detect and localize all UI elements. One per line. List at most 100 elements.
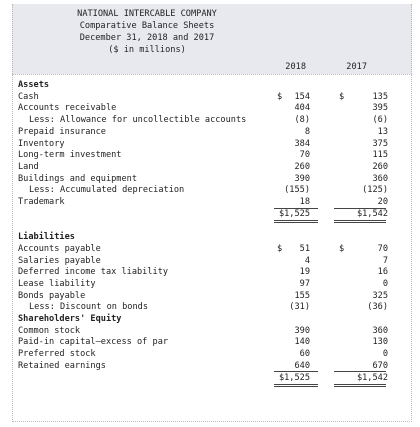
total-rule [334,219,386,221]
table-row: $1,525 $1,542 [12,372,412,384]
row-label: Common stock [18,325,81,336]
table-row: Deferred income tax liability 19 16 [12,266,412,278]
row-label: Salaries payable [18,255,101,266]
value-2017: 395 [372,103,388,114]
column-header-2018: 2018 [285,62,306,72]
table-row: Lease liability 97 0 [12,278,412,290]
row-label: Prepaid insurance [18,126,106,137]
table-row: Accounts payable $51 $70 [12,243,412,255]
row-label: Less: Accumulated depreciation [29,185,185,196]
value-2018: 154 [294,91,310,102]
company-name: NATIONAL INTERCABLE COMPANY [77,9,217,19]
subtotal-rule [274,371,318,373]
value-2017: 375 [372,138,388,149]
table-row: Less: Accumulated depreciation (155) (125) [12,184,412,196]
value-2017: 7 [382,255,388,266]
value-2017: 70 [377,243,388,254]
value-2017: 16 [377,267,388,278]
value-2018: 260 [294,161,310,172]
table-row: Salaries payable 4 7 [12,255,412,267]
total-rule [274,385,318,387]
subtotal-rule [274,207,318,209]
row-label: Cash [18,91,39,102]
value-2017: 0 [382,278,388,289]
table-row: $1,525 $1,542 [12,208,412,220]
currency-symbol-2018: $ [277,243,283,254]
section-heading-row: Shareholders' Equity [12,313,412,325]
table-row: Preferred stock 60 0 [12,348,412,360]
value-2017: (36) [367,302,388,313]
divider [12,74,412,75]
row-label: Long-term investment [18,150,122,161]
total-rule [334,221,386,223]
value-2018: (155) [284,185,310,196]
value-2018: 155 [294,290,310,301]
statement-units: ($ in millions) [108,45,186,55]
value-2017: 130 [372,337,388,348]
header-shade [12,4,412,74]
row-label: Deferred income tax liability [18,267,169,278]
subtotal-rule [334,207,386,209]
value-2018: 19 [299,267,310,278]
table-row: Prepaid insurance 8 13 [12,126,412,138]
value-2017: 135 [372,91,388,102]
row-label: Accounts receivable [18,103,117,114]
table-row: Inventory 384 375 [12,138,412,150]
table-row: Less: Discount on bonds (31) (36) [12,301,412,313]
section-heading: Assets [18,80,50,90]
divider [12,421,412,422]
value-2018: 4 [304,255,310,266]
value-2017: 20 [377,197,388,207]
section-heading-row: Liabilities [12,231,412,243]
total-rule [274,219,318,221]
section-heading: Shareholders' Equity [18,314,122,324]
value-2017: $1,542 [356,208,388,219]
value-2017: (125) [362,185,388,196]
row-label: Retained earnings [18,360,106,371]
table-row: Accounts receivable 404 395 [12,102,412,114]
value-2017: 360 [372,173,388,184]
table-row: Common stock 390 360 [12,325,412,337]
table-row: Land 260 260 [12,161,412,173]
value-2017: 0 [382,349,388,360]
value-2017: 13 [377,126,388,137]
currency-symbol-2017: $ [339,243,345,254]
value-2018: 8 [304,126,310,137]
value-2018: 390 [294,173,310,184]
value-2018: 97 [299,278,310,289]
section-heading-row: Assets [12,79,412,91]
value-2018: 390 [294,325,310,336]
row-label: Accounts payable [18,243,101,254]
row-label: Lease liability [18,278,96,289]
value-2018: 18 [299,197,310,207]
balance-sheet: NATIONAL INTERCABLE COMPANY Comparative … [12,4,412,422]
total-rule [274,221,318,223]
currency-symbol-2017: $ [339,91,345,102]
row-label: Less: Discount on bonds [29,302,148,313]
total-rule [334,385,386,387]
row-label: Trademark [18,197,65,207]
total-rule [274,383,318,385]
value-2018: 140 [294,337,310,348]
table-row: Less: Allowance for uncollectible accoun… [12,114,412,126]
row-label: Land [18,161,39,172]
divider [12,4,13,422]
value-2018: 60 [299,349,310,360]
value-2018: (31) [289,302,310,313]
table-row: Long-term investment 70 115 [12,149,412,161]
column-header-2017: 2017 [346,62,367,72]
value-2017: 360 [372,325,388,336]
table-row [12,219,412,231]
statement-title: Comparative Balance Sheets [79,21,215,31]
section-heading: Liabilities [18,232,75,243]
value-2017: 670 [372,360,388,371]
row-label: Bonds payable [18,290,86,301]
row-label: Buildings and equipment [18,173,137,184]
value-2018: (8) [294,115,310,126]
row-label: Preferred stock [18,349,96,360]
currency-symbol-2018: $ [277,91,283,102]
table-row: Bonds payable 155 325 [12,290,412,302]
table-row: Buildings and equipment 390 360 [12,173,412,185]
value-2018: $1,525 [278,372,310,383]
divider [411,4,412,422]
